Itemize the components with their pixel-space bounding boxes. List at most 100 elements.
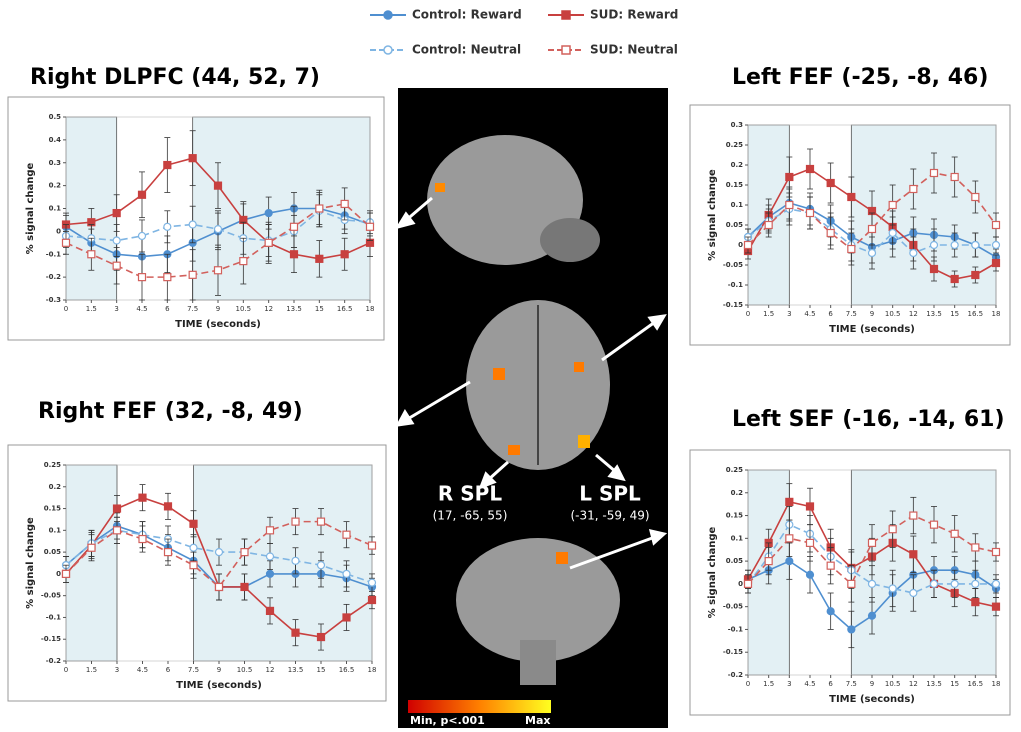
point	[993, 242, 1000, 249]
point	[318, 518, 325, 525]
shaded-span	[194, 465, 373, 661]
point	[972, 194, 979, 201]
point	[993, 549, 1000, 556]
point	[267, 553, 274, 560]
y-tick-label: 0.15	[726, 512, 743, 520]
y-tick-label: -0.05	[723, 261, 743, 269]
point	[827, 230, 834, 237]
x-tick-label: 18	[366, 305, 375, 313]
point	[216, 583, 223, 590]
point	[951, 580, 958, 587]
point	[807, 539, 814, 546]
point	[848, 580, 855, 587]
point	[910, 250, 917, 257]
point	[341, 200, 348, 207]
x-tick-label: 10.5	[885, 310, 901, 318]
y-tick-label: -0.2	[46, 657, 61, 665]
point	[240, 258, 247, 265]
x-tick-label: 3	[787, 310, 791, 318]
point	[931, 170, 938, 177]
y-tick-label: 0.05	[726, 557, 743, 565]
legend-label: SUD: Reward	[590, 8, 678, 22]
x-tick-label: 16.5	[968, 310, 984, 318]
chart-title: Right DLPFC (44, 52, 7)	[30, 65, 320, 90]
x-tick-label: 16.5	[337, 305, 353, 313]
region-label: L SPL	[579, 482, 641, 506]
point	[318, 634, 325, 641]
x-tick-label: 0	[746, 680, 750, 688]
brainstem	[520, 640, 556, 685]
y-tick-label: 0.25	[726, 466, 743, 474]
x-tick-label: 1.5	[763, 680, 774, 688]
point	[745, 580, 752, 587]
y-tick-label: 0	[56, 570, 61, 578]
point	[241, 549, 248, 556]
x-tick-label: 13.5	[288, 666, 304, 674]
x-tick-label: 9	[216, 305, 220, 313]
point	[114, 505, 121, 512]
point	[786, 558, 793, 565]
x-axis-label: TIME (seconds)	[829, 694, 915, 705]
x-tick-label: 13.5	[286, 305, 302, 313]
point	[265, 210, 272, 217]
point	[316, 255, 323, 262]
point	[993, 260, 1000, 267]
point	[113, 210, 120, 217]
y-tick-label: -0.2	[728, 671, 743, 679]
y-axis-label: % signal change	[707, 526, 718, 618]
x-tick-label: 12	[266, 666, 275, 674]
x-tick-label: 9	[870, 680, 874, 688]
activation	[556, 552, 568, 564]
point	[745, 242, 752, 249]
y-tick-label: -0.15	[723, 648, 743, 656]
point	[165, 549, 172, 556]
point	[215, 267, 222, 274]
x-tick-label: 16.5	[339, 666, 355, 674]
point	[848, 246, 855, 253]
x-tick-label: 0	[64, 666, 68, 674]
chart-title: Left SEF (-16, -14, 61)	[732, 407, 1005, 432]
point	[993, 222, 1000, 229]
point	[951, 174, 958, 181]
x-tick-label: 0	[64, 305, 68, 313]
x-tick-label: 6	[828, 310, 833, 318]
point	[316, 205, 323, 212]
point	[343, 614, 350, 621]
y-tick-label: -0.3	[46, 296, 61, 304]
point	[215, 226, 222, 233]
point	[114, 527, 121, 534]
x-tick-label: 1.5	[763, 310, 774, 318]
point	[869, 226, 876, 233]
x-tick-label: 6	[828, 680, 833, 688]
y-tick-label: -0.15	[41, 635, 61, 643]
point	[139, 494, 146, 501]
y-tick-label: 0.1	[731, 534, 744, 542]
point	[910, 551, 917, 558]
y-tick-label: -0.1	[46, 613, 61, 621]
y-tick-label: 0.25	[44, 461, 61, 469]
legend-label: Control: Neutral	[412, 43, 521, 57]
x-tick-label: 9	[870, 310, 874, 318]
point	[292, 557, 299, 564]
point	[318, 562, 325, 569]
y-tick-label: 0.25	[726, 141, 743, 149]
point	[292, 629, 299, 636]
x-tick-label: 16.5	[968, 680, 984, 688]
x-tick-label: 15	[950, 310, 959, 318]
x-tick-label: 1.5	[86, 666, 97, 674]
point	[786, 498, 793, 505]
point	[343, 570, 350, 577]
y-tick-label: 0.3	[731, 121, 744, 129]
point	[139, 232, 146, 239]
point	[267, 527, 274, 534]
region-label: R SPL	[438, 482, 502, 506]
x-tick-label: 10.5	[885, 680, 901, 688]
point	[951, 242, 958, 249]
point	[993, 603, 1000, 610]
point	[889, 526, 896, 533]
y-tick-label: -0.1	[46, 250, 61, 258]
point	[216, 549, 223, 556]
point	[190, 562, 197, 569]
point	[807, 503, 814, 510]
figure: R SPL (17, -65, 55) L SPL (-31, -59, 49)…	[0, 0, 1021, 728]
